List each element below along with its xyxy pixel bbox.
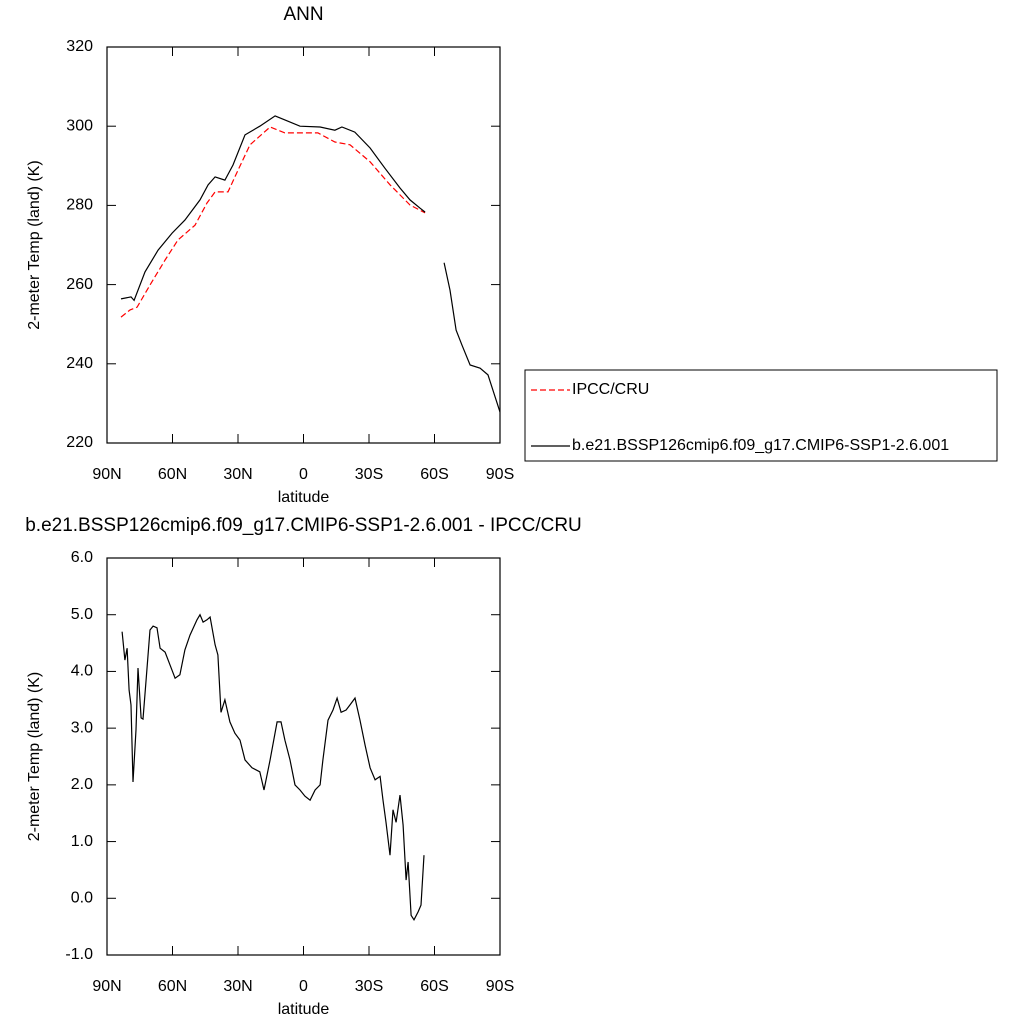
x-tick-label: 90N [92, 466, 121, 483]
y-tick-label: 320 [66, 38, 93, 55]
x-tick-label: 30N [223, 466, 252, 483]
x-tick-label: 60N [158, 978, 187, 995]
y-tick-label: 220 [66, 434, 93, 451]
x-tick-label: 60S [420, 978, 448, 995]
y-tick-label: 2.0 [71, 776, 93, 793]
data-line [121, 613, 425, 921]
y-axis-label: 2-meter Temp (land) (K) [26, 672, 43, 842]
x-tick-label: 30S [355, 978, 383, 995]
legend-label: IPCC/CRU [572, 381, 649, 398]
x-tick-label: 30N [223, 978, 252, 995]
y-tick-label: 3.0 [71, 719, 93, 736]
y-tick-label: 300 [66, 117, 93, 134]
x-tick-label: 90N [92, 978, 121, 995]
legend-label: b.e21.BSSP126cmip6.f09_g17.CMIP6-SSP1-2.… [572, 437, 949, 454]
y-tick-label: 5.0 [71, 606, 93, 623]
y-tick-label: 240 [66, 355, 93, 372]
chart-title: ANN [283, 4, 323, 25]
y-axis-label: 2-meter Temp (land) (K) [26, 160, 43, 330]
y-tick-label: 1.0 [71, 833, 93, 850]
plot-frame [106, 557, 501, 956]
chart-title: b.e21.BSSP126cmip6.f09_g17.CMIP6-SSP1-2.… [25, 515, 582, 536]
y-tick-label: 0.0 [71, 890, 93, 907]
x-tick-label: 60S [420, 466, 448, 483]
x-tick-label: 90S [486, 978, 514, 995]
plot-frame [106, 46, 501, 444]
legend-box [524, 369, 998, 462]
x-tick-label: 90S [486, 466, 514, 483]
x-tick-label: 0 [299, 978, 308, 995]
data-line [120, 115, 501, 413]
x-axis-label: latitude [278, 1001, 330, 1018]
y-tick-label: 260 [66, 276, 93, 293]
x-axis-label: latitude [278, 489, 330, 506]
y-tick-label: 6.0 [71, 549, 93, 566]
x-tick-label: 60N [158, 466, 187, 483]
x-tick-label: 0 [299, 466, 308, 483]
y-tick-label: -1.0 [65, 946, 93, 963]
data-line [120, 126, 426, 318]
y-tick-label: 4.0 [71, 663, 93, 680]
y-tick-label: 280 [66, 197, 93, 214]
x-tick-label: 30S [355, 466, 383, 483]
